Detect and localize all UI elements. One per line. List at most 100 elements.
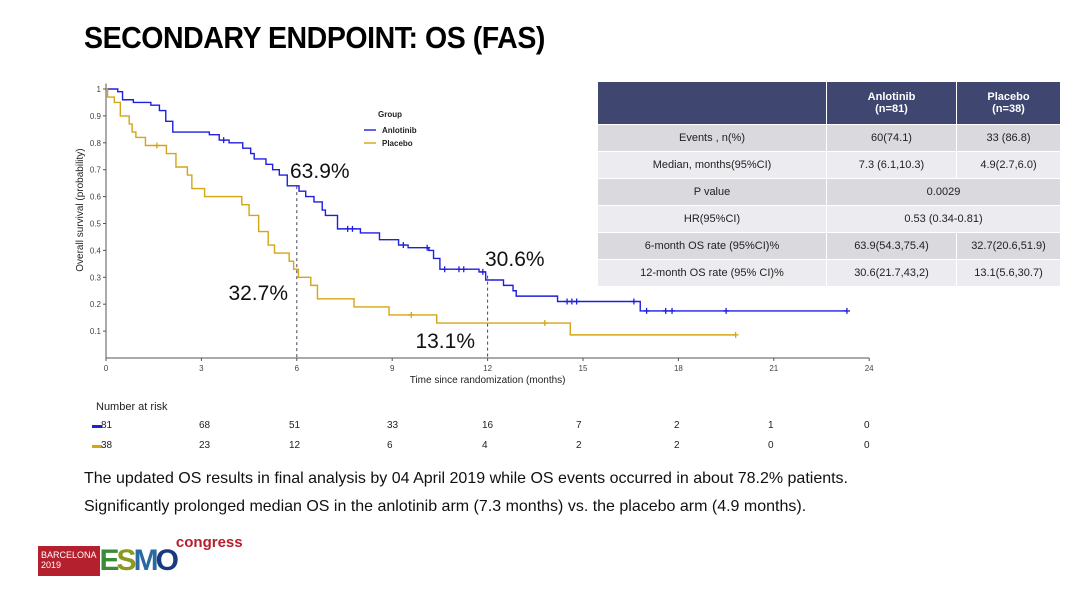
- table-header-anlotinib: Anlotinib (n=81): [826, 81, 957, 125]
- table-row: 12-month OS rate (95% CI)% 30.6(21.7,43,2…: [597, 259, 1061, 287]
- header-n: (n=81): [875, 103, 908, 115]
- risk-count: 2: [576, 440, 582, 451]
- logo-city: BARCELONA 2019: [38, 546, 100, 576]
- censor-mark: [349, 225, 356, 232]
- censor-mark: [643, 307, 650, 314]
- risk-count: 0: [768, 440, 774, 451]
- table-row: P value 0.0029: [597, 178, 1061, 206]
- table-header-empty: [597, 81, 827, 125]
- legend-label: Placebo: [382, 139, 413, 148]
- censor-mark: [460, 266, 467, 273]
- y-axis-label: Overall survival (probability): [75, 148, 86, 271]
- esmo-logo: BARCELONA 2019 ESMO congress: [38, 534, 243, 576]
- annotation-label: 32.7%: [228, 282, 288, 305]
- censor-mark: [400, 242, 407, 249]
- censor-mark: [662, 307, 669, 314]
- row-value-anlotinib: 7.3 (6.1,10.3): [826, 151, 957, 179]
- censor-mark: [669, 307, 676, 314]
- risk-count: 2: [674, 420, 680, 431]
- x-tick-label: 21: [769, 364, 778, 373]
- censor-mark: [843, 307, 850, 314]
- annotation-label: 13.1%: [415, 330, 475, 353]
- x-tick-label: 0: [104, 364, 109, 373]
- y-tick-label: 0.5: [90, 220, 102, 229]
- risk-count: 1: [768, 420, 774, 431]
- censor-mark: [479, 268, 486, 275]
- censor-mark: [220, 137, 227, 144]
- x-tick-label: 6: [295, 364, 300, 373]
- risk-row-swatch: [92, 445, 102, 448]
- censor-mark: [408, 311, 415, 318]
- page-title: SECONDARY ENDPOINT: OS (FAS): [84, 20, 545, 55]
- table-header-row: Anlotinib (n=81) Placebo (n=38): [597, 81, 1061, 125]
- row-value: 0.53 (0.34-0.81): [826, 205, 1061, 233]
- x-axis-label: Time since randomization (months): [410, 375, 566, 386]
- note-line-1: The updated OS results in final analysis…: [84, 470, 848, 487]
- annotation-label: 30.6%: [485, 248, 545, 271]
- y-tick-label: 1: [97, 85, 102, 94]
- x-tick-label: 18: [674, 364, 683, 373]
- row-value-anlotinib: 63.9(54.3,75.4): [826, 232, 957, 260]
- row-label: 6-month OS rate (95%CI)%: [597, 232, 827, 260]
- risk-table-title: Number at risk: [96, 401, 168, 413]
- risk-count: 4: [482, 440, 488, 451]
- annotation-label: 63.9%: [290, 160, 350, 183]
- risk-count: 12: [289, 440, 301, 451]
- row-label: P value: [597, 178, 827, 206]
- y-tick-label: 0.2: [90, 300, 102, 309]
- row-label: 12-month OS rate (95% CI)%: [597, 259, 827, 287]
- km-chart: 0 3 6 9 12 15 18 21 24 0.1 0.2 0.3 0.4 0.5 0.6 0.7 0.8 0.…: [75, 83, 874, 386]
- x-tick-label: 9: [390, 364, 395, 373]
- row-value-anlotinib: 30.6(21.7,43,2): [826, 259, 957, 287]
- legend-title: Group: [378, 110, 402, 119]
- censor-mark: [441, 266, 448, 273]
- x-tick-label: 24: [865, 364, 874, 373]
- y-tick-label: 0.1: [90, 327, 102, 336]
- censor-mark: [573, 298, 580, 305]
- y-tick-label: 0.7: [90, 166, 102, 175]
- header-label: Placebo: [987, 91, 1030, 103]
- table-row: 6-month OS rate (95%CI)% 63.9(54.3,75.4) 3…: [597, 232, 1061, 260]
- censor-mark: [630, 298, 637, 305]
- table-row: Events , n(%) 60(74.1) 33 (86.8): [597, 124, 1061, 152]
- censor-mark: [541, 320, 548, 327]
- censor-mark: [723, 307, 730, 314]
- row-value-anlotinib: 60(74.1): [826, 124, 957, 152]
- x-tick-label: 15: [579, 364, 588, 373]
- km-curve-placebo: [106, 88, 736, 336]
- table-row: HR(95%CI) 0.53 (0.34-0.81): [597, 205, 1061, 233]
- risk-count: 6: [387, 440, 393, 451]
- y-tick-label: 0.3: [90, 273, 102, 282]
- censor-mark: [153, 142, 160, 149]
- risk-count: 33: [387, 420, 399, 431]
- risk-count: 0: [864, 420, 870, 431]
- y-tick-label: 0.8: [90, 139, 102, 148]
- risk-count: 81: [101, 420, 113, 431]
- risk-count: 2: [674, 440, 680, 451]
- risk-count: 38: [101, 440, 113, 451]
- risk-count: 23: [199, 440, 211, 451]
- risk-count: 16: [482, 420, 494, 431]
- risk-count: 51: [289, 420, 301, 431]
- results-table: Anlotinib (n=81) Placebo (n=38) Events , n…: [597, 81, 1061, 287]
- y-tick-label: 0.6: [90, 193, 102, 202]
- x-tick-label: 12: [483, 364, 492, 373]
- legend-label: Anlotinib: [382, 126, 417, 135]
- risk-row-swatch: [92, 425, 102, 428]
- row-value-placebo: 13.1(5.6,30.7): [956, 259, 1061, 287]
- risk-count: 0: [864, 440, 870, 451]
- note-line-2: Significantly prolonged median OS in the…: [84, 498, 807, 515]
- row-label: Median, months(95%CI): [597, 151, 827, 179]
- censor-mark: [732, 331, 739, 338]
- row-value-placebo: 4.9(2.7,6.0): [956, 151, 1061, 179]
- row-value-placebo: 33 (86.8): [956, 124, 1061, 152]
- x-tick-label: 3: [199, 364, 204, 373]
- table-row: Median, months(95%CI) 7.3 (6.1,10.3) 4.9(2…: [597, 151, 1061, 179]
- header-n: (n=38): [992, 103, 1025, 115]
- table-header-placebo: Placebo (n=38): [956, 81, 1061, 125]
- risk-count: 7: [576, 420, 582, 431]
- row-value: 0.0029: [826, 178, 1061, 206]
- y-tick-label: 0.9: [90, 112, 102, 121]
- header-label: Anlotinib: [867, 91, 916, 103]
